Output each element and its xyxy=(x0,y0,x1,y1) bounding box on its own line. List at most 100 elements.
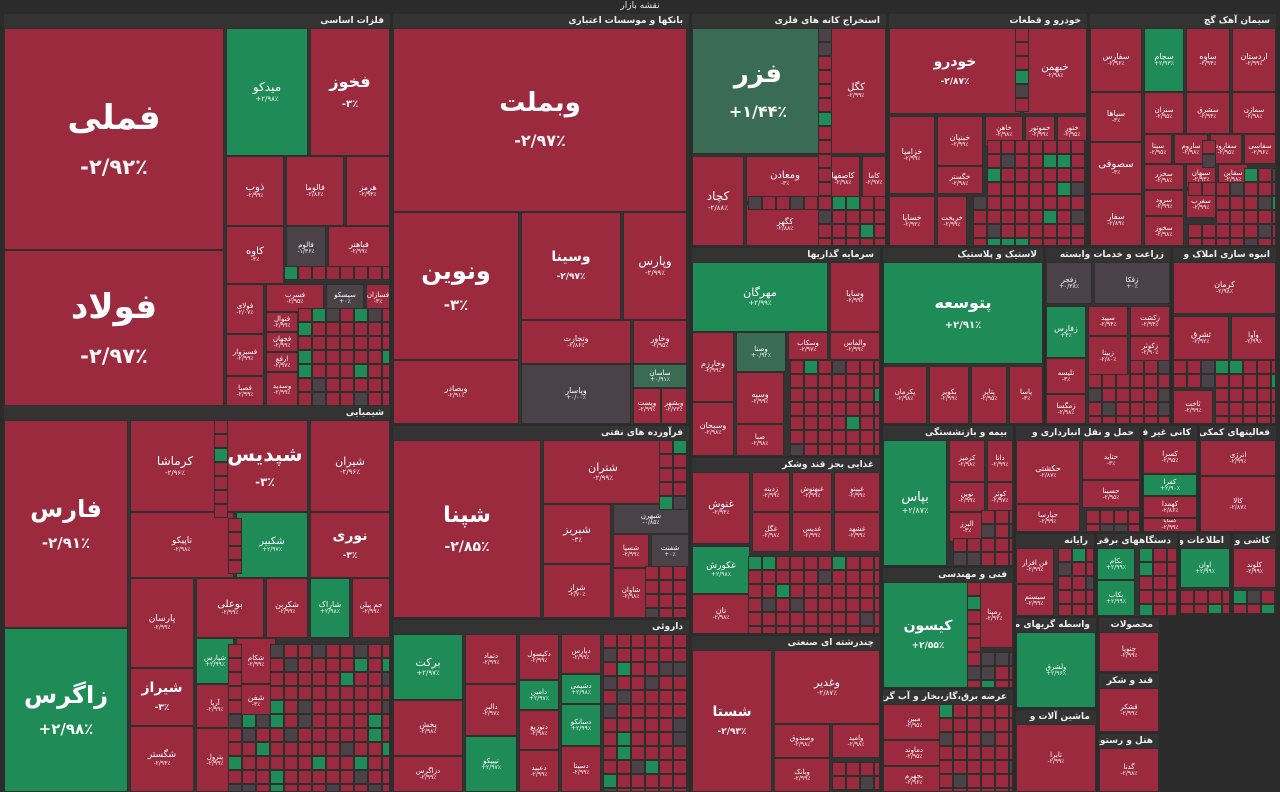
minor-stock-tile[interactable] xyxy=(1222,590,1230,604)
minor-stock-tile[interactable] xyxy=(995,552,1009,566)
stock-tile[interactable]: شکربن -۲/۹۹٪ xyxy=(266,578,308,638)
minor-stock-tile[interactable] xyxy=(939,704,953,718)
minor-stock-tile[interactable] xyxy=(874,238,886,246)
minor-stock-tile[interactable] xyxy=(860,570,874,584)
minor-stock-tile[interactable] xyxy=(1015,42,1029,56)
minor-stock-tile[interactable] xyxy=(776,584,790,598)
stock-tile[interactable]: سغرب -۲/۹۹٪ xyxy=(1186,190,1216,218)
minor-stock-tile[interactable] xyxy=(1058,576,1072,590)
minor-stock-tile[interactable] xyxy=(1029,182,1043,196)
minor-stock-tile[interactable] xyxy=(603,662,617,676)
minor-stock-tile[interactable] xyxy=(645,648,659,662)
minor-stock-tile[interactable] xyxy=(340,350,354,364)
minor-stock-tile[interactable] xyxy=(1085,224,1087,238)
minor-stock-tile[interactable] xyxy=(326,714,340,728)
minor-stock-tile[interactable] xyxy=(1272,182,1276,196)
minor-stock-tile[interactable] xyxy=(790,374,804,388)
minor-stock-tile[interactable] xyxy=(846,360,860,374)
stock-tile[interactable]: فجهان -۲/۹۹٪ xyxy=(266,332,298,352)
minor-stock-tile[interactable] xyxy=(832,584,846,598)
minor-stock-tile[interactable] xyxy=(1085,210,1087,224)
minor-stock-tile[interactable] xyxy=(874,762,880,776)
minor-stock-tile[interactable] xyxy=(1088,374,1102,388)
stock-tile[interactable]: کهمدا -۲/۸۶٪ xyxy=(1143,496,1197,518)
minor-stock-tile[interactable] xyxy=(270,714,284,728)
minor-stock-tile[interactable] xyxy=(967,666,981,680)
minor-stock-tile[interactable] xyxy=(860,196,874,210)
minor-stock-tile[interactable] xyxy=(256,742,270,756)
minor-stock-tile[interactable] xyxy=(1009,718,1013,732)
minor-stock-tile[interactable] xyxy=(1258,238,1272,246)
minor-stock-tile[interactable] xyxy=(270,686,284,700)
minor-stock-tile[interactable] xyxy=(687,760,689,774)
stock-tile[interactable]: حپارسا -۲/۹۹٪ xyxy=(1016,504,1080,532)
minor-stock-tile[interactable] xyxy=(298,658,312,672)
minor-stock-tile[interactable] xyxy=(673,468,687,482)
minor-stock-tile[interactable] xyxy=(326,672,340,686)
minor-stock-tile[interactable] xyxy=(995,704,1009,718)
minor-stock-tile[interactable] xyxy=(645,760,659,774)
minor-stock-tile[interactable] xyxy=(1244,168,1258,182)
minor-stock-tile[interactable] xyxy=(382,728,390,742)
stock-tile[interactable]: کگل -۲/۹۹٪ xyxy=(826,28,886,154)
minor-stock-tile[interactable] xyxy=(312,644,326,658)
minor-stock-tile[interactable] xyxy=(1086,562,1094,576)
minor-stock-tile[interactable] xyxy=(1158,360,1170,374)
minor-stock-tile[interactable] xyxy=(617,732,631,746)
stock-tile[interactable]: فولای -۲/۰۷٪ xyxy=(226,284,264,334)
minor-stock-tile[interactable] xyxy=(1153,562,1167,576)
minor-stock-tile[interactable] xyxy=(846,444,860,456)
minor-stock-tile[interactable] xyxy=(860,360,874,374)
minor-stock-tile[interactable] xyxy=(995,666,1009,680)
minor-stock-tile[interactable] xyxy=(1029,238,1043,246)
minor-stock-tile[interactable] xyxy=(368,266,382,280)
stock-tile[interactable]: سمازن -۲/۹۸٪ xyxy=(1232,92,1276,134)
minor-stock-tile[interactable] xyxy=(687,634,689,648)
minor-stock-tile[interactable] xyxy=(228,518,242,532)
minor-stock-tile[interactable] xyxy=(382,770,390,784)
minor-stock-tile[interactable] xyxy=(846,238,860,246)
minor-stock-tile[interactable] xyxy=(1261,604,1275,614)
stock-tile[interactable]: شپنا -۲/۸۵٪ xyxy=(393,440,541,618)
minor-stock-tile[interactable] xyxy=(603,718,617,732)
minor-stock-tile[interactable] xyxy=(832,210,846,224)
minor-stock-tile[interactable] xyxy=(617,746,631,760)
minor-stock-tile[interactable] xyxy=(1015,28,1029,42)
minor-stock-tile[interactable] xyxy=(981,718,995,732)
minor-stock-tile[interactable] xyxy=(1243,360,1257,374)
minor-stock-tile[interactable] xyxy=(326,742,340,756)
minor-stock-tile[interactable] xyxy=(687,112,689,126)
minor-stock-tile[interactable] xyxy=(846,556,860,570)
minor-stock-tile[interactable] xyxy=(603,648,617,662)
minor-stock-tile[interactable] xyxy=(995,774,1009,788)
minor-stock-tile[interactable] xyxy=(1257,374,1271,388)
minor-stock-tile[interactable] xyxy=(659,454,673,468)
minor-stock-tile[interactable] xyxy=(659,760,673,774)
minor-stock-tile[interactable] xyxy=(270,644,284,658)
minor-stock-tile[interactable] xyxy=(242,714,256,728)
minor-stock-tile[interactable] xyxy=(354,700,368,714)
minor-stock-tile[interactable] xyxy=(1271,402,1276,416)
stock-tile[interactable]: شبریز -۳٪ xyxy=(543,504,611,564)
minor-stock-tile[interactable] xyxy=(1009,538,1013,552)
minor-stock-tile[interactable] xyxy=(673,482,687,496)
minor-stock-tile[interactable] xyxy=(687,704,689,718)
minor-stock-tile[interactable] xyxy=(1139,590,1153,604)
minor-stock-tile[interactable] xyxy=(368,686,382,700)
minor-stock-tile[interactable] xyxy=(832,776,846,790)
minor-stock-tile[interactable] xyxy=(1001,182,1015,196)
minor-stock-tile[interactable] xyxy=(603,760,617,774)
minor-stock-tile[interactable] xyxy=(673,608,687,618)
minor-stock-tile[interactable] xyxy=(298,322,312,336)
minor-stock-tile[interactable] xyxy=(284,742,298,756)
minor-stock-tile[interactable] xyxy=(874,210,886,224)
minor-stock-tile[interactable] xyxy=(846,374,860,388)
minor-stock-tile[interactable] xyxy=(1043,182,1057,196)
minor-stock-tile[interactable] xyxy=(368,770,382,784)
minor-stock-tile[interactable] xyxy=(846,416,860,430)
minor-stock-tile[interactable] xyxy=(818,112,832,126)
stock-tile[interactable]: ساسان +۰/۹۱٪ xyxy=(633,364,687,388)
minor-stock-tile[interactable] xyxy=(298,770,312,784)
minor-stock-tile[interactable] xyxy=(1009,552,1013,566)
minor-stock-tile[interactable] xyxy=(382,658,390,672)
